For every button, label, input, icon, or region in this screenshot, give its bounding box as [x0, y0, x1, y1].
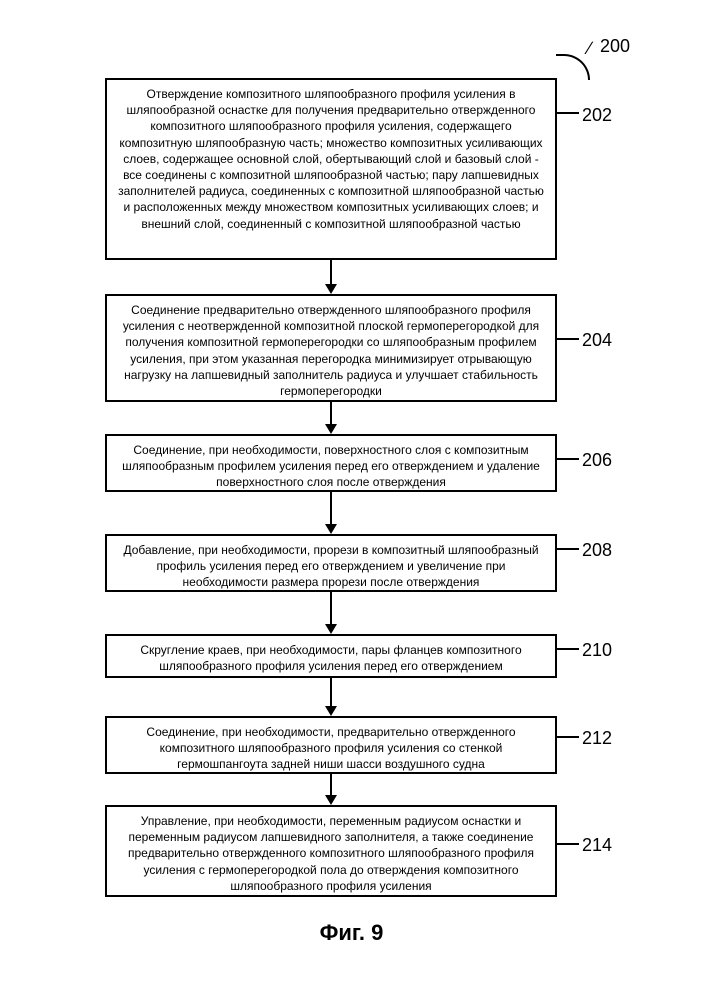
flow-node-214: Управление, при необходимости, переменны…: [105, 805, 557, 897]
flow-node-210: Скругление краев, при необходимости, пар…: [105, 634, 557, 678]
ref-212: 212: [582, 728, 612, 749]
ref-206-connector: [557, 458, 579, 460]
flow-node-212-text: Соединение, при необходимости, предварит…: [146, 725, 515, 771]
flow-node-208-text: Добавление, при необходимости, прорези в…: [123, 543, 538, 589]
ref-204-connector: [557, 338, 579, 340]
arrow-1-line: [330, 260, 332, 284]
arrow-6-line: [330, 774, 332, 795]
arrow-2-head: [325, 424, 337, 434]
arrow-3-line: [330, 492, 332, 524]
arrow-5-head: [325, 706, 337, 716]
arrow-3-head: [325, 524, 337, 534]
flow-node-204: Соединение предварительно отвержденного …: [105, 294, 557, 402]
ref-202-connector: [557, 112, 579, 114]
figure-caption: Фиг. 9: [0, 920, 703, 946]
ref-200: 200: [600, 36, 630, 57]
arrow-5-line: [330, 678, 332, 706]
flow-node-202-text: Отверждение композитного шляпообразного …: [118, 87, 544, 231]
ref-200-curve: [556, 54, 590, 80]
arrow-4-line: [330, 592, 332, 624]
arrow-1-head: [325, 284, 337, 294]
flow-node-204-text: Соединение предварительно отвержденного …: [123, 303, 539, 398]
ref-210: 210: [582, 640, 612, 661]
flowchart-canvas: ∕ Отверждение композитного шляпообразног…: [0, 0, 703, 999]
ref-208-connector: [557, 548, 579, 550]
flow-node-206: Соединение, при необходимости, поверхнос…: [105, 434, 557, 492]
arrow-4-head: [325, 624, 337, 634]
arrow-2-line: [330, 402, 332, 424]
ref-210-connector: [557, 648, 579, 650]
arrow-6-head: [325, 795, 337, 805]
flow-node-214-text: Управление, при необходимости, переменны…: [128, 814, 534, 893]
flow-node-210-text: Скругление краев, при необходимости, пар…: [140, 643, 521, 673]
ref-204: 204: [582, 330, 612, 351]
ref-206: 206: [582, 450, 612, 471]
flow-node-212: Соединение, при необходимости, предварит…: [105, 716, 557, 774]
ref-214: 214: [582, 835, 612, 856]
ref-200-slash: ∕: [588, 38, 591, 59]
ref-212-connector: [557, 736, 579, 738]
ref-202: 202: [582, 105, 612, 126]
flow-node-206-text: Соединение, при необходимости, поверхнос…: [122, 443, 540, 489]
ref-214-connector: [557, 843, 579, 845]
ref-208: 208: [582, 540, 612, 561]
flow-node-202: Отверждение композитного шляпообразного …: [105, 78, 557, 260]
flow-node-208: Добавление, при необходимости, прорези в…: [105, 534, 557, 592]
